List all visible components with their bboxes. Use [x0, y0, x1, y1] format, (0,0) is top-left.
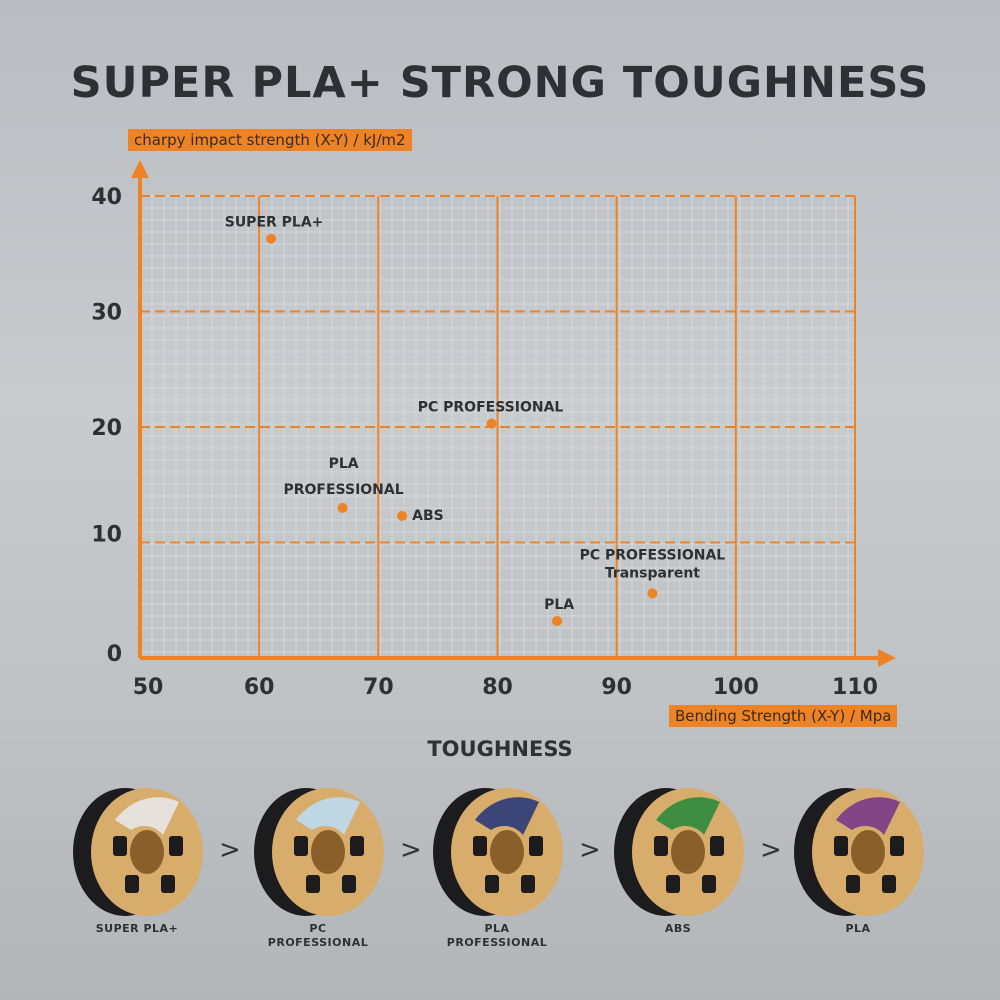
greater-than-separator: >	[219, 835, 241, 865]
spool-label: PC PROFESSIONAL	[267, 922, 369, 949]
x-tick-label: 80	[482, 675, 513, 700]
x-tick-label: 60	[244, 675, 275, 700]
greater-than-separator: >	[760, 835, 782, 865]
data-point	[647, 588, 658, 599]
y-axis-label: charpy impact strength (X-Y) / kJ/m2	[128, 129, 412, 151]
spool-label: SUPER PLA+	[95, 922, 179, 935]
y-tick-label: 0	[107, 642, 122, 667]
x-tick-label: 100	[713, 675, 759, 700]
data-point	[266, 233, 277, 244]
filament-spool-image	[614, 788, 744, 916]
toughness-heading: TOUGHNESS	[427, 737, 573, 761]
data-point	[486, 418, 497, 429]
data-point	[397, 510, 408, 521]
data-point-label: PC PROFESSIONAL	[418, 400, 564, 416]
x-axis-label: Bending Strength (X-Y) / Mpa	[669, 705, 898, 727]
x-tick-label: 70	[363, 675, 394, 700]
spool-item: PC PROFESSIONAL	[248, 780, 388, 950]
data-point-label: PLA PROFESSIONAL	[283, 456, 403, 498]
x-axis-arrow	[878, 649, 896, 667]
y-tick-label: 30	[91, 301, 122, 326]
data-point-label: PLA	[544, 597, 574, 613]
y-axis-arrow	[131, 160, 149, 178]
data-point-label: PC PROFESSIONAL Transparent	[580, 547, 726, 581]
x-tick-label: 50	[133, 675, 164, 700]
spool-item: PLA PROFESSIONAL	[427, 780, 567, 950]
greater-than-separator: >	[400, 835, 422, 865]
y-tick-label: 10	[91, 523, 122, 548]
data-point-label: ABS	[412, 508, 444, 524]
spool-item: ABS	[608, 780, 748, 936]
data-point	[552, 616, 563, 627]
data-point	[337, 502, 348, 513]
spool-label: PLA	[845, 922, 871, 935]
greater-than-separator: >	[579, 835, 601, 865]
spool-label: PLA PROFESSIONAL	[446, 922, 548, 949]
x-tick-label: 110	[832, 675, 878, 700]
spool-item: PLA	[788, 780, 928, 936]
x-tick-label: 90	[601, 675, 632, 700]
y-tick-label: 20	[91, 416, 122, 441]
filament-spool-image	[433, 788, 563, 916]
spool-label: ABS	[664, 922, 692, 935]
y-tick-label: 40	[91, 185, 122, 210]
spool-item: SUPER PLA+	[67, 780, 207, 936]
page-title: SUPER PLA+ STRONG TOUGHNESS	[70, 58, 930, 108]
filament-spool-image	[794, 788, 924, 916]
filament-spool-image	[254, 788, 384, 916]
scatter-chart: 50 60 70 80 90 100 110 0 10 20 30 40 SUPER PLA+ PC PR…	[91, 160, 896, 700]
filament-spool-image	[73, 788, 203, 916]
data-point-label: SUPER PLA+	[225, 215, 324, 231]
